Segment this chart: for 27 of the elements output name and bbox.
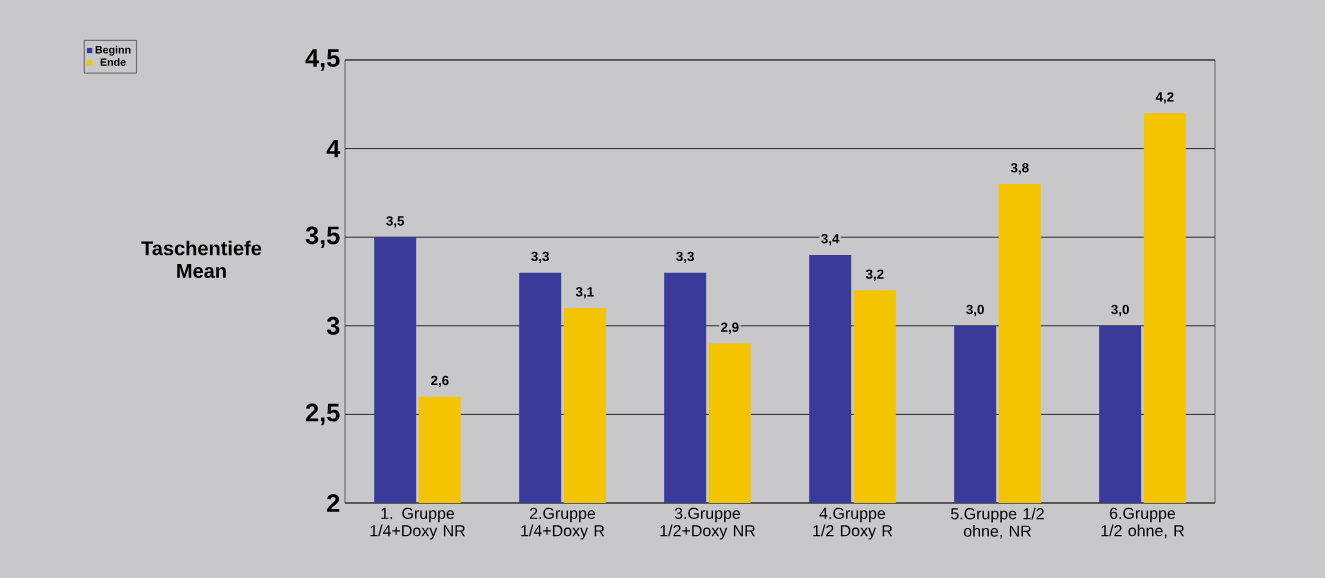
data-label: 3,1 bbox=[575, 287, 594, 299]
data-label: 4,2 bbox=[1155, 92, 1174, 104]
data-label: 3,0 bbox=[966, 304, 984, 317]
x-tick-label: 3.Gruppe 1/2+Doxy NR bbox=[660, 507, 755, 540]
y-tick-label: 4,5 bbox=[305, 49, 340, 71]
data-label: 3,8 bbox=[1010, 163, 1029, 175]
x-tick-label: 2.Gruppe 1/4+Doxy R bbox=[521, 507, 605, 540]
data-label: 3,2 bbox=[865, 269, 884, 281]
y-tick-label: 2,5 bbox=[305, 403, 340, 426]
y-tick-label: 3,5 bbox=[305, 226, 340, 248]
data-label: 3,5 bbox=[386, 216, 405, 228]
x-tick-label: 1. Gruppe 1/4+Doxy NR bbox=[370, 507, 465, 540]
data-label: 3,3 bbox=[676, 251, 694, 264]
y-tick-label: 2 bbox=[327, 494, 340, 512]
x-tick-label: 4.Gruppe 1/2 Doxy R bbox=[813, 507, 893, 540]
y-tick-label: 4 bbox=[326, 139, 341, 158]
data-label: 2,9 bbox=[721, 322, 739, 334]
data-label: 3,3 bbox=[531, 251, 549, 264]
x-tick-label: 5.Gruppe 1/2 ohne, NR bbox=[951, 507, 1044, 539]
legend-label: Beginn bbox=[95, 45, 131, 56]
data-label: 3,4 bbox=[821, 233, 840, 246]
y-tick-label: 3 bbox=[326, 316, 340, 335]
data-label: 2,6 bbox=[431, 375, 449, 388]
x-tick-label: 6.Gruppe 1/2 ohne, R bbox=[1101, 507, 1184, 539]
y-axis-title: Taschentiefe Mean bbox=[141, 240, 262, 279]
legend-label: Ende bbox=[100, 58, 126, 66]
data-label: 3,0 bbox=[1111, 304, 1129, 317]
